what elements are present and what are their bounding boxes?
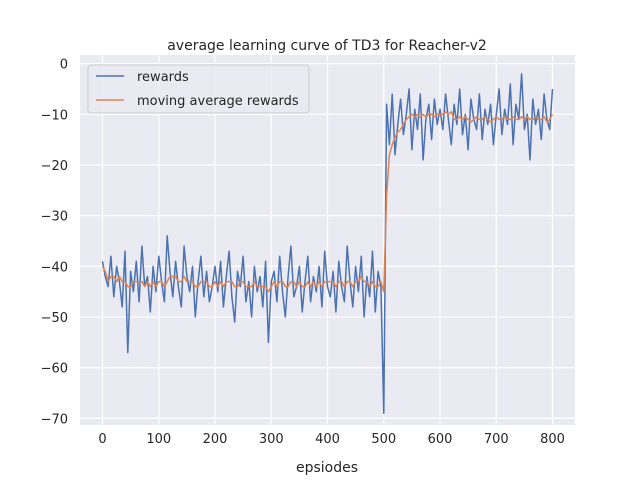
y-tick-label: −10 <box>41 108 68 123</box>
y-tick-label: −50 <box>41 311 68 326</box>
x-tick-label: 400 <box>315 432 340 447</box>
series-line-moving-average <box>101 111 554 293</box>
chart-title: average learning curve of TD3 for Reache… <box>167 38 487 54</box>
legend: rewards moving average rewards <box>87 64 310 114</box>
y-tick-label: −70 <box>41 412 68 427</box>
y-tick-label: −60 <box>41 362 68 377</box>
series-lines <box>101 73 554 415</box>
legend-label-moving-average: moving average rewards <box>137 94 299 109</box>
x-tick-label: 600 <box>428 432 453 447</box>
y-tick-label: −20 <box>41 159 68 174</box>
x-tick-label: 200 <box>203 432 228 447</box>
x-tick-label: 300 <box>259 432 284 447</box>
x-tick-label: 700 <box>484 432 509 447</box>
legend-label-rewards: rewards <box>137 70 189 85</box>
x-tick-label: 800 <box>540 432 565 447</box>
y-tick-label: −30 <box>41 210 68 225</box>
y-tick-label: −40 <box>41 260 68 275</box>
x-tick-labels: 0 100 200 300 400 500 600 700 800 <box>98 432 565 447</box>
x-axis-label: epsiodes <box>296 460 358 476</box>
x-tick-label: 500 <box>371 432 396 447</box>
x-tick-label: 0 <box>98 432 106 447</box>
y-tick-label: 0 <box>60 58 68 73</box>
legend-box <box>87 64 310 114</box>
y-tick-labels: 0 −10 −20 −30 −40 −50 −60 −70 <box>41 58 68 428</box>
x-tick-label: 100 <box>146 432 171 447</box>
